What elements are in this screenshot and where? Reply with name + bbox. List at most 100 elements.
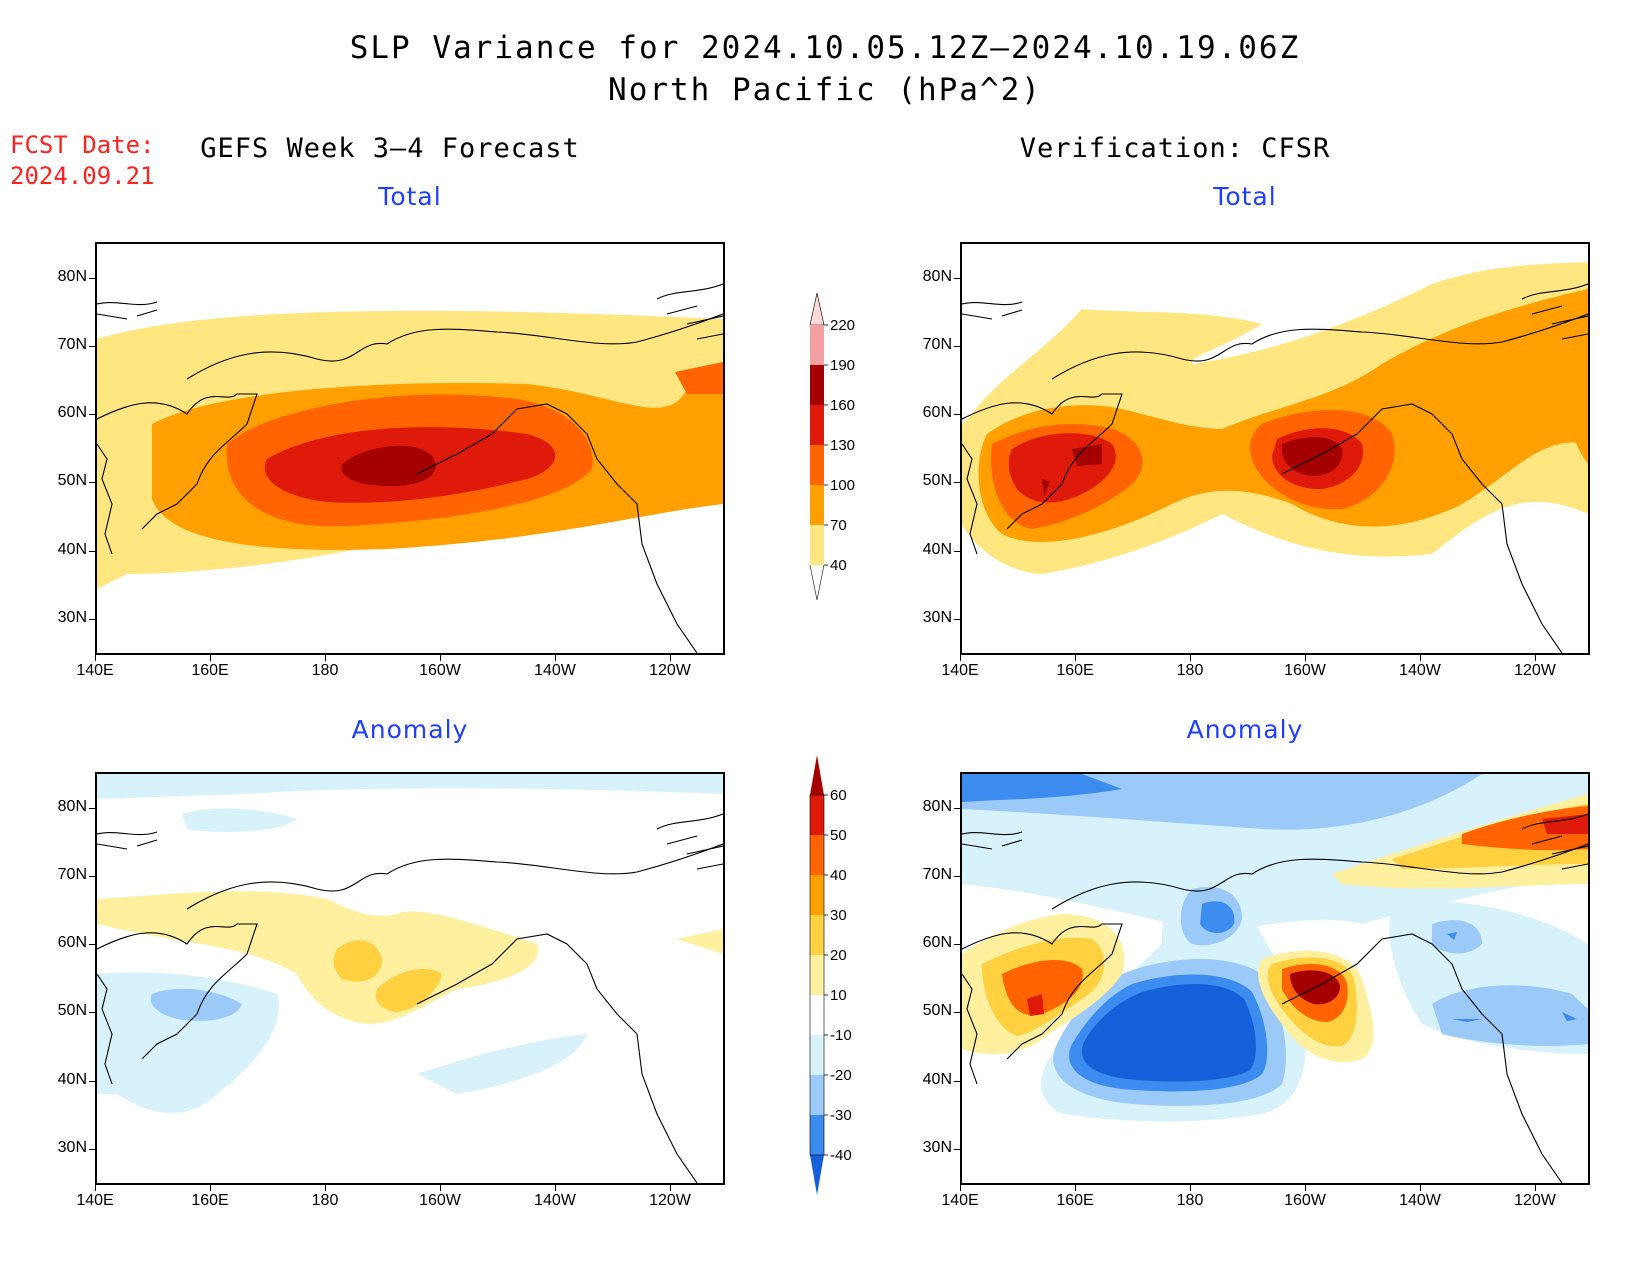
colorbar-swatch [810, 445, 824, 485]
map-gefs-anomaly [95, 772, 725, 1185]
colorbar-cap-top [809, 292, 825, 326]
map-cfsr-anomaly-field [962, 774, 1588, 1183]
lat-tick-label: 80N [57, 268, 87, 285]
colorbar-swatch [810, 405, 824, 445]
lon-tick [95, 655, 96, 661]
map-gefs-total [95, 242, 725, 655]
lat-tick [89, 482, 95, 483]
colorbar-cap-bottom [809, 564, 825, 601]
lon-tick [210, 655, 211, 661]
lon-tick-label: 140E [941, 1192, 979, 1209]
colorbar-tick-label: 10 [830, 987, 847, 1004]
lon-tick [1420, 655, 1421, 661]
lon-tick [210, 1185, 211, 1191]
colorbar-tick-label: 70 [830, 517, 847, 534]
lon-tick-label: 120W [1514, 1192, 1556, 1209]
map-cfsr-total-field [962, 262, 1588, 653]
fcst-date-block: FCST Date: 2024.09.21 [10, 130, 155, 192]
lon-tick-label: 160E [191, 662, 229, 679]
lon-tick-label: 120W [649, 662, 691, 679]
colorbar-tick-label: 130 [830, 437, 855, 454]
lat-tick-label: 50N [57, 1002, 87, 1019]
coastlines [962, 813, 1588, 1183]
colorbar-swatch [810, 875, 824, 915]
lat-tick [89, 414, 95, 415]
lat-tick-label: 50N [922, 472, 952, 489]
lat-tick-label: 50N [57, 472, 87, 489]
coastlines [97, 813, 723, 1183]
lat-tick-label: 30N [57, 1139, 87, 1156]
colorbar-tick-label: -30 [830, 1107, 852, 1124]
colorbar-swatch [810, 1075, 824, 1115]
colorbar-total: 40 70 100 130 160 190 220 [800, 285, 880, 615]
colorbar-swatch [810, 955, 824, 995]
colorbar-swatch [810, 525, 824, 565]
lat-tick [89, 1012, 95, 1013]
lat-tick [954, 482, 960, 483]
coastlines [97, 283, 723, 653]
lat-tick [954, 278, 960, 279]
lat-tick-label: 70N [57, 866, 87, 883]
colorbar-cap-bottom [810, 1155, 824, 1195]
lon-tick [440, 655, 441, 661]
lat-tick-label: 40N [922, 1071, 952, 1088]
right-column-heading: Verification: CFSR [1019, 133, 1331, 164]
lat-tick-label: 70N [57, 336, 87, 353]
colorbar-swatch [810, 795, 824, 835]
lon-tick [670, 655, 671, 661]
map-gefs-total-field [97, 283, 723, 653]
contour-100-east [675, 362, 723, 394]
colorbar-anomaly: -40 -30 -20 -10 10 20 30 40 50 60 [800, 755, 880, 1210]
colorbar-tick-label: 40 [830, 557, 847, 574]
colorbar-tick-label: 220 [830, 317, 855, 334]
lat-tick-label: 70N [922, 866, 952, 883]
lat-tick-label: 30N [57, 609, 87, 626]
lat-tick-label: 80N [922, 268, 952, 285]
top-right-panel-title: Total [1213, 182, 1277, 211]
lon-tick [670, 1185, 671, 1191]
colorbar-tick-label: 30 [830, 907, 847, 924]
lon-tick [1190, 655, 1191, 661]
lon-tick [1075, 655, 1076, 661]
contour-m40-central [1081, 983, 1256, 1082]
lat-tick [89, 1149, 95, 1150]
lon-tick-label: 160E [1056, 662, 1094, 679]
lon-tick-label: 160W [419, 1192, 461, 1209]
colorbar-tick-label: 40 [830, 867, 847, 884]
lon-tick [960, 1185, 961, 1191]
colorbar-swatch [810, 835, 824, 875]
lon-tick-label: 140E [76, 662, 114, 679]
lat-tick-label: 60N [922, 934, 952, 951]
contour-20-b [375, 969, 442, 1012]
colorbar-total-graphic: 40 70 100 130 160 190 220 [809, 292, 855, 601]
colorbar-swatch [810, 915, 824, 955]
colorbar-tick-label: -40 [830, 1147, 852, 1164]
colorbar-tick-label: 100 [830, 477, 855, 494]
lon-tick-label: 140E [76, 1192, 114, 1209]
lat-tick-label: 50N [922, 1002, 952, 1019]
lon-tick [1190, 1185, 1191, 1191]
lon-tick-label: 180 [311, 1192, 339, 1209]
lon-tick [1075, 1185, 1076, 1191]
lon-tick [325, 655, 326, 661]
lat-tick-label: 80N [922, 798, 952, 815]
lon-tick [325, 1185, 326, 1191]
lat-tick [954, 619, 960, 620]
colorbar-tick-label: -10 [830, 1027, 852, 1044]
contour-50-west [1027, 994, 1044, 1016]
contour-m10-north [97, 774, 723, 799]
colorbar-tick-label: 60 [830, 787, 847, 804]
lat-tick [89, 278, 95, 279]
lon-tick-label: 180 [1176, 662, 1204, 679]
contour-m30-east-spots [1447, 932, 1577, 1022]
map-cfsr-total [960, 242, 1590, 655]
lat-tick [954, 551, 960, 552]
lon-tick-label: 180 [1176, 1192, 1204, 1209]
lat-tick-label: 40N [57, 541, 87, 558]
colorbar-swatch [810, 1115, 824, 1155]
lat-tick-label: 60N [57, 404, 87, 421]
lon-tick-label: 160E [191, 1192, 229, 1209]
lon-tick [1420, 1185, 1421, 1191]
lat-tick [954, 944, 960, 945]
lat-tick [89, 876, 95, 877]
